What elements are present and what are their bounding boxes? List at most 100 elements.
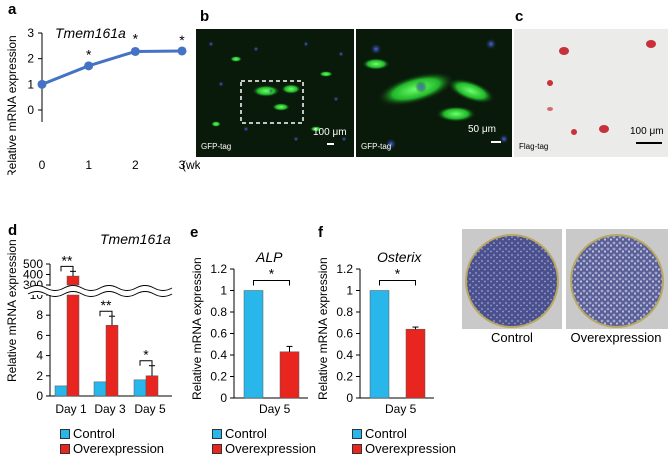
gfp-cells-low	[208, 41, 347, 142]
legend-label: Control	[365, 426, 407, 441]
axis-break-gap	[28, 286, 170, 295]
panel-d-title: Tmem161a	[100, 231, 171, 247]
panel-label-f: f	[318, 224, 323, 241]
bar	[369, 290, 390, 399]
panel-e-legend: Control Overexpression	[212, 426, 316, 456]
well-label-control: Control	[491, 330, 533, 345]
y-tick-label: 0	[27, 103, 34, 117]
overexpression-well	[566, 229, 668, 329]
panel-f-legend: Control Overexpression	[352, 426, 456, 456]
panel-a-title: Tmem161a	[55, 25, 126, 41]
control-swatch	[60, 428, 70, 439]
panel-g-wells	[462, 229, 668, 329]
y-tick-label: 8	[36, 308, 43, 322]
x-tick-label: 3	[179, 158, 186, 172]
panel-d-legend: Control Overexpression	[60, 426, 164, 456]
y-tick-label: 0.2	[336, 370, 353, 384]
scale-bar-right	[491, 141, 501, 143]
y-tick-label: 3	[27, 26, 34, 40]
y-tick-label: 0.8	[336, 305, 353, 319]
y-tick-label: 0	[220, 391, 227, 405]
bar	[243, 290, 264, 399]
panel-label-b: b	[200, 8, 210, 25]
significance-star: *	[143, 347, 149, 363]
panel-label-a: a	[8, 1, 17, 18]
axis-break-wave	[27, 285, 173, 291]
y-tick-label: 1	[27, 77, 34, 91]
panel-e-chart: Relative mRNA expression ALP 0 0.2 0.4 0.6 0…	[190, 249, 308, 416]
well-label-overexpression: Overexpression	[570, 330, 662, 345]
overexpression-swatch	[60, 443, 70, 454]
y-tick-label: 2	[27, 52, 34, 66]
y-tick-label: 0.2	[210, 370, 227, 384]
y-tick-label: 1.2	[210, 262, 227, 276]
flag-micrograph: Flag-tag 100 μm	[514, 29, 668, 157]
panel-d-ylabel: Relative mRNA expression	[5, 239, 19, 382]
x-tick-label: Day 1	[55, 402, 87, 416]
bar-segment	[66, 294, 80, 397]
bar	[93, 381, 107, 397]
x-tick-label: Day 3	[94, 402, 126, 416]
zoom-region-box	[240, 80, 304, 124]
panel-f-xlabel: Day 5	[385, 402, 417, 416]
y-tick-label: 4	[36, 349, 43, 363]
y-tick-label: 2	[36, 369, 43, 383]
data-point	[177, 46, 187, 56]
legend-item-control: Control	[60, 426, 164, 441]
y-tick-label: 1.2	[336, 262, 353, 276]
significance-star: *	[269, 266, 275, 282]
panel-f-ylabel: Relative mRNA expression	[316, 257, 330, 400]
x-tick-label: Day 5	[134, 402, 166, 416]
y-tick-label: 0.8	[210, 305, 227, 319]
legend-label: Overexpression	[365, 441, 457, 456]
gfp-micrograph-low: GFP-tag 100 μm	[196, 29, 354, 157]
significance-bracket	[253, 280, 290, 286]
panel-label-c: c	[515, 8, 524, 25]
legend-item-control: Control	[212, 426, 316, 441]
significance-star: *	[179, 32, 185, 48]
series-line	[41, 49, 183, 86]
significance-bracket	[379, 280, 416, 286]
significance-star: **	[62, 252, 73, 268]
panel-a-ylabel: Relative mRNA expression	[5, 35, 19, 175]
significance-star: **	[101, 297, 112, 313]
legend-item-control: Control	[352, 426, 456, 441]
scale-bar-c	[636, 142, 662, 144]
y-tick-label: 0	[346, 391, 353, 405]
y-tick-label: 400	[23, 268, 43, 282]
significance-bracket	[60, 265, 74, 272]
significance-star: *	[86, 47, 92, 63]
control-swatch	[212, 428, 222, 439]
overexpression-swatch	[352, 443, 362, 454]
bar-segment	[66, 275, 80, 286]
bar	[405, 328, 426, 399]
bar	[105, 325, 119, 397]
legend-label: Control	[225, 426, 267, 441]
control-well	[462, 229, 562, 329]
panel-d-chart: Relative mRNA expression Tmem161a 024681…	[5, 231, 173, 416]
y-tick-label: 1	[346, 284, 353, 298]
panel-f-title: Osterix	[377, 249, 422, 265]
scale-bar-left	[327, 143, 334, 145]
y-tick-label: 0.4	[210, 348, 227, 362]
flag-tag-label: Flag-tag	[519, 142, 549, 151]
gfp-micrograph-zoom: GFP-tag 50 μm	[356, 29, 512, 157]
legend-item-overexpression: Overexpression	[212, 441, 316, 456]
panel-e-ylabel: Relative mRNA expression	[190, 257, 204, 400]
panel-e-title: ALP	[255, 249, 283, 265]
legend-label: Overexpression	[225, 441, 317, 456]
y-tick-label: 0.6	[210, 327, 227, 341]
bar	[54, 385, 68, 397]
panel-e-xlabel: Day 5	[259, 402, 291, 416]
bar	[279, 351, 300, 399]
y-tick-label: 0	[36, 389, 43, 403]
scale-label-50: 50 μm	[468, 124, 496, 135]
control-swatch	[352, 428, 362, 439]
axis-break-wave	[27, 291, 173, 297]
scale-label-100-c: 100 μm	[630, 126, 664, 137]
gfp-tag-label-left: GFP-tag	[201, 142, 232, 151]
legend-label: Overexpression	[73, 441, 165, 456]
axis-break	[27, 285, 173, 297]
legend-item-overexpression: Overexpression	[60, 441, 164, 456]
y-tick-label: 500	[23, 257, 43, 271]
